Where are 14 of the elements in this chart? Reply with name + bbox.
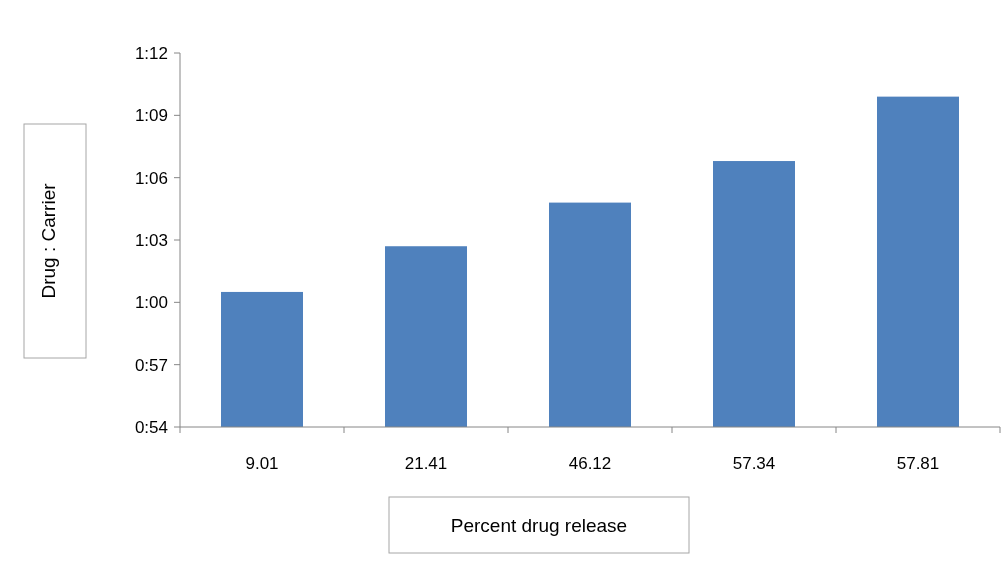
y-tick-label: 1:00 (134, 293, 168, 313)
x-axis-title: Percent drug release (450, 514, 628, 536)
y-tick-label: 0:57 (134, 355, 168, 375)
x-tick-label: 9.01 (245, 454, 279, 473)
x-tick-label: 57.34 (732, 454, 776, 473)
y-tick-label: 1:09 (134, 106, 168, 126)
y-tick-label: 1:03 (134, 230, 168, 250)
x-tick-label: 46.12 (568, 454, 612, 473)
x-tick-label: 21.41 (404, 454, 448, 473)
y-axis-title: Drug : Carrier (37, 182, 59, 299)
x-tick-label: 57.81 (896, 454, 940, 473)
y-tick-label: 1:06 (134, 168, 168, 188)
y-tick-label: 1:12 (134, 43, 168, 63)
y-tick-label: 0:54 (134, 417, 168, 437)
